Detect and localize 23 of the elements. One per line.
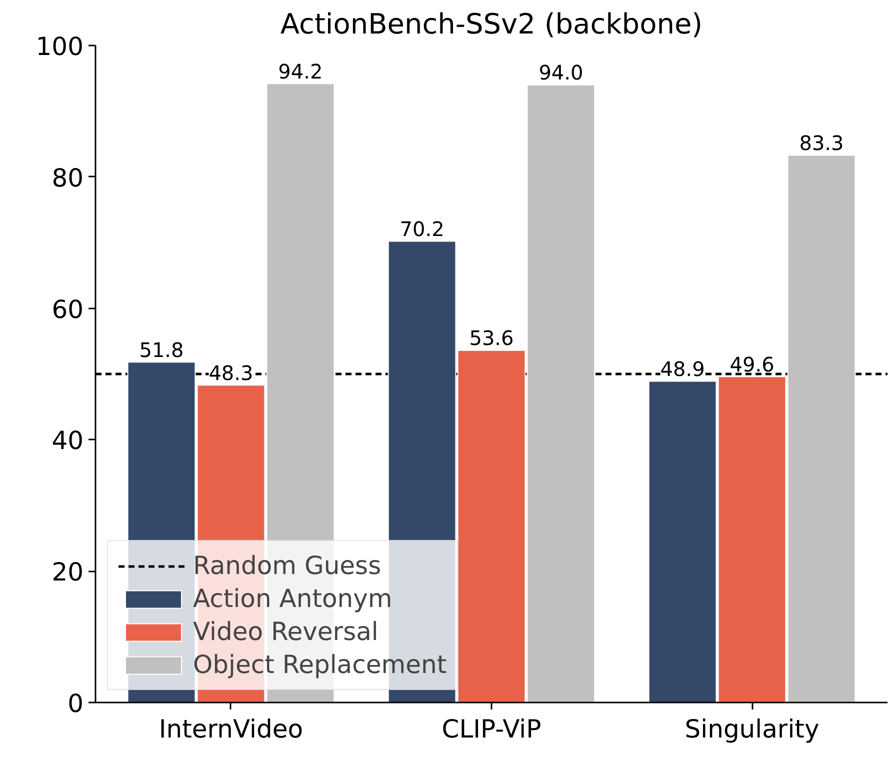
data-label: 51.8 xyxy=(139,338,184,362)
x-tick-label: InternVideo xyxy=(158,714,304,744)
data-label: 83.3 xyxy=(799,130,844,155)
data-label: 49.6 xyxy=(730,352,774,376)
chart-title: ActionBench-SSv2 (backbone) xyxy=(280,8,703,40)
data-label: 53.6 xyxy=(469,326,514,350)
legend-label: Random Guess xyxy=(193,551,382,580)
data-label: 48.3 xyxy=(208,360,254,385)
data-label: 48.9 xyxy=(660,356,705,381)
y-tick-label: 80 xyxy=(52,163,84,192)
data-label: 94.2 xyxy=(278,59,323,84)
y-tick-label: 0 xyxy=(68,689,84,718)
legend-label: Video Reversal xyxy=(193,617,378,646)
y-tick-label: 40 xyxy=(52,426,84,456)
legend-label: Object Replacement xyxy=(193,650,447,679)
y-tick-label: 20 xyxy=(52,558,84,587)
data-label: 70.2 xyxy=(400,217,444,242)
y-tick-label: 100 xyxy=(36,32,84,61)
x-tick-label: CLIP-ViP xyxy=(442,714,542,744)
y-tick-label: 60 xyxy=(52,294,84,324)
legend-label: Action Antonym xyxy=(193,584,392,613)
data-label: 94.0 xyxy=(538,60,584,85)
x-tick-label: Singularity xyxy=(684,714,820,744)
